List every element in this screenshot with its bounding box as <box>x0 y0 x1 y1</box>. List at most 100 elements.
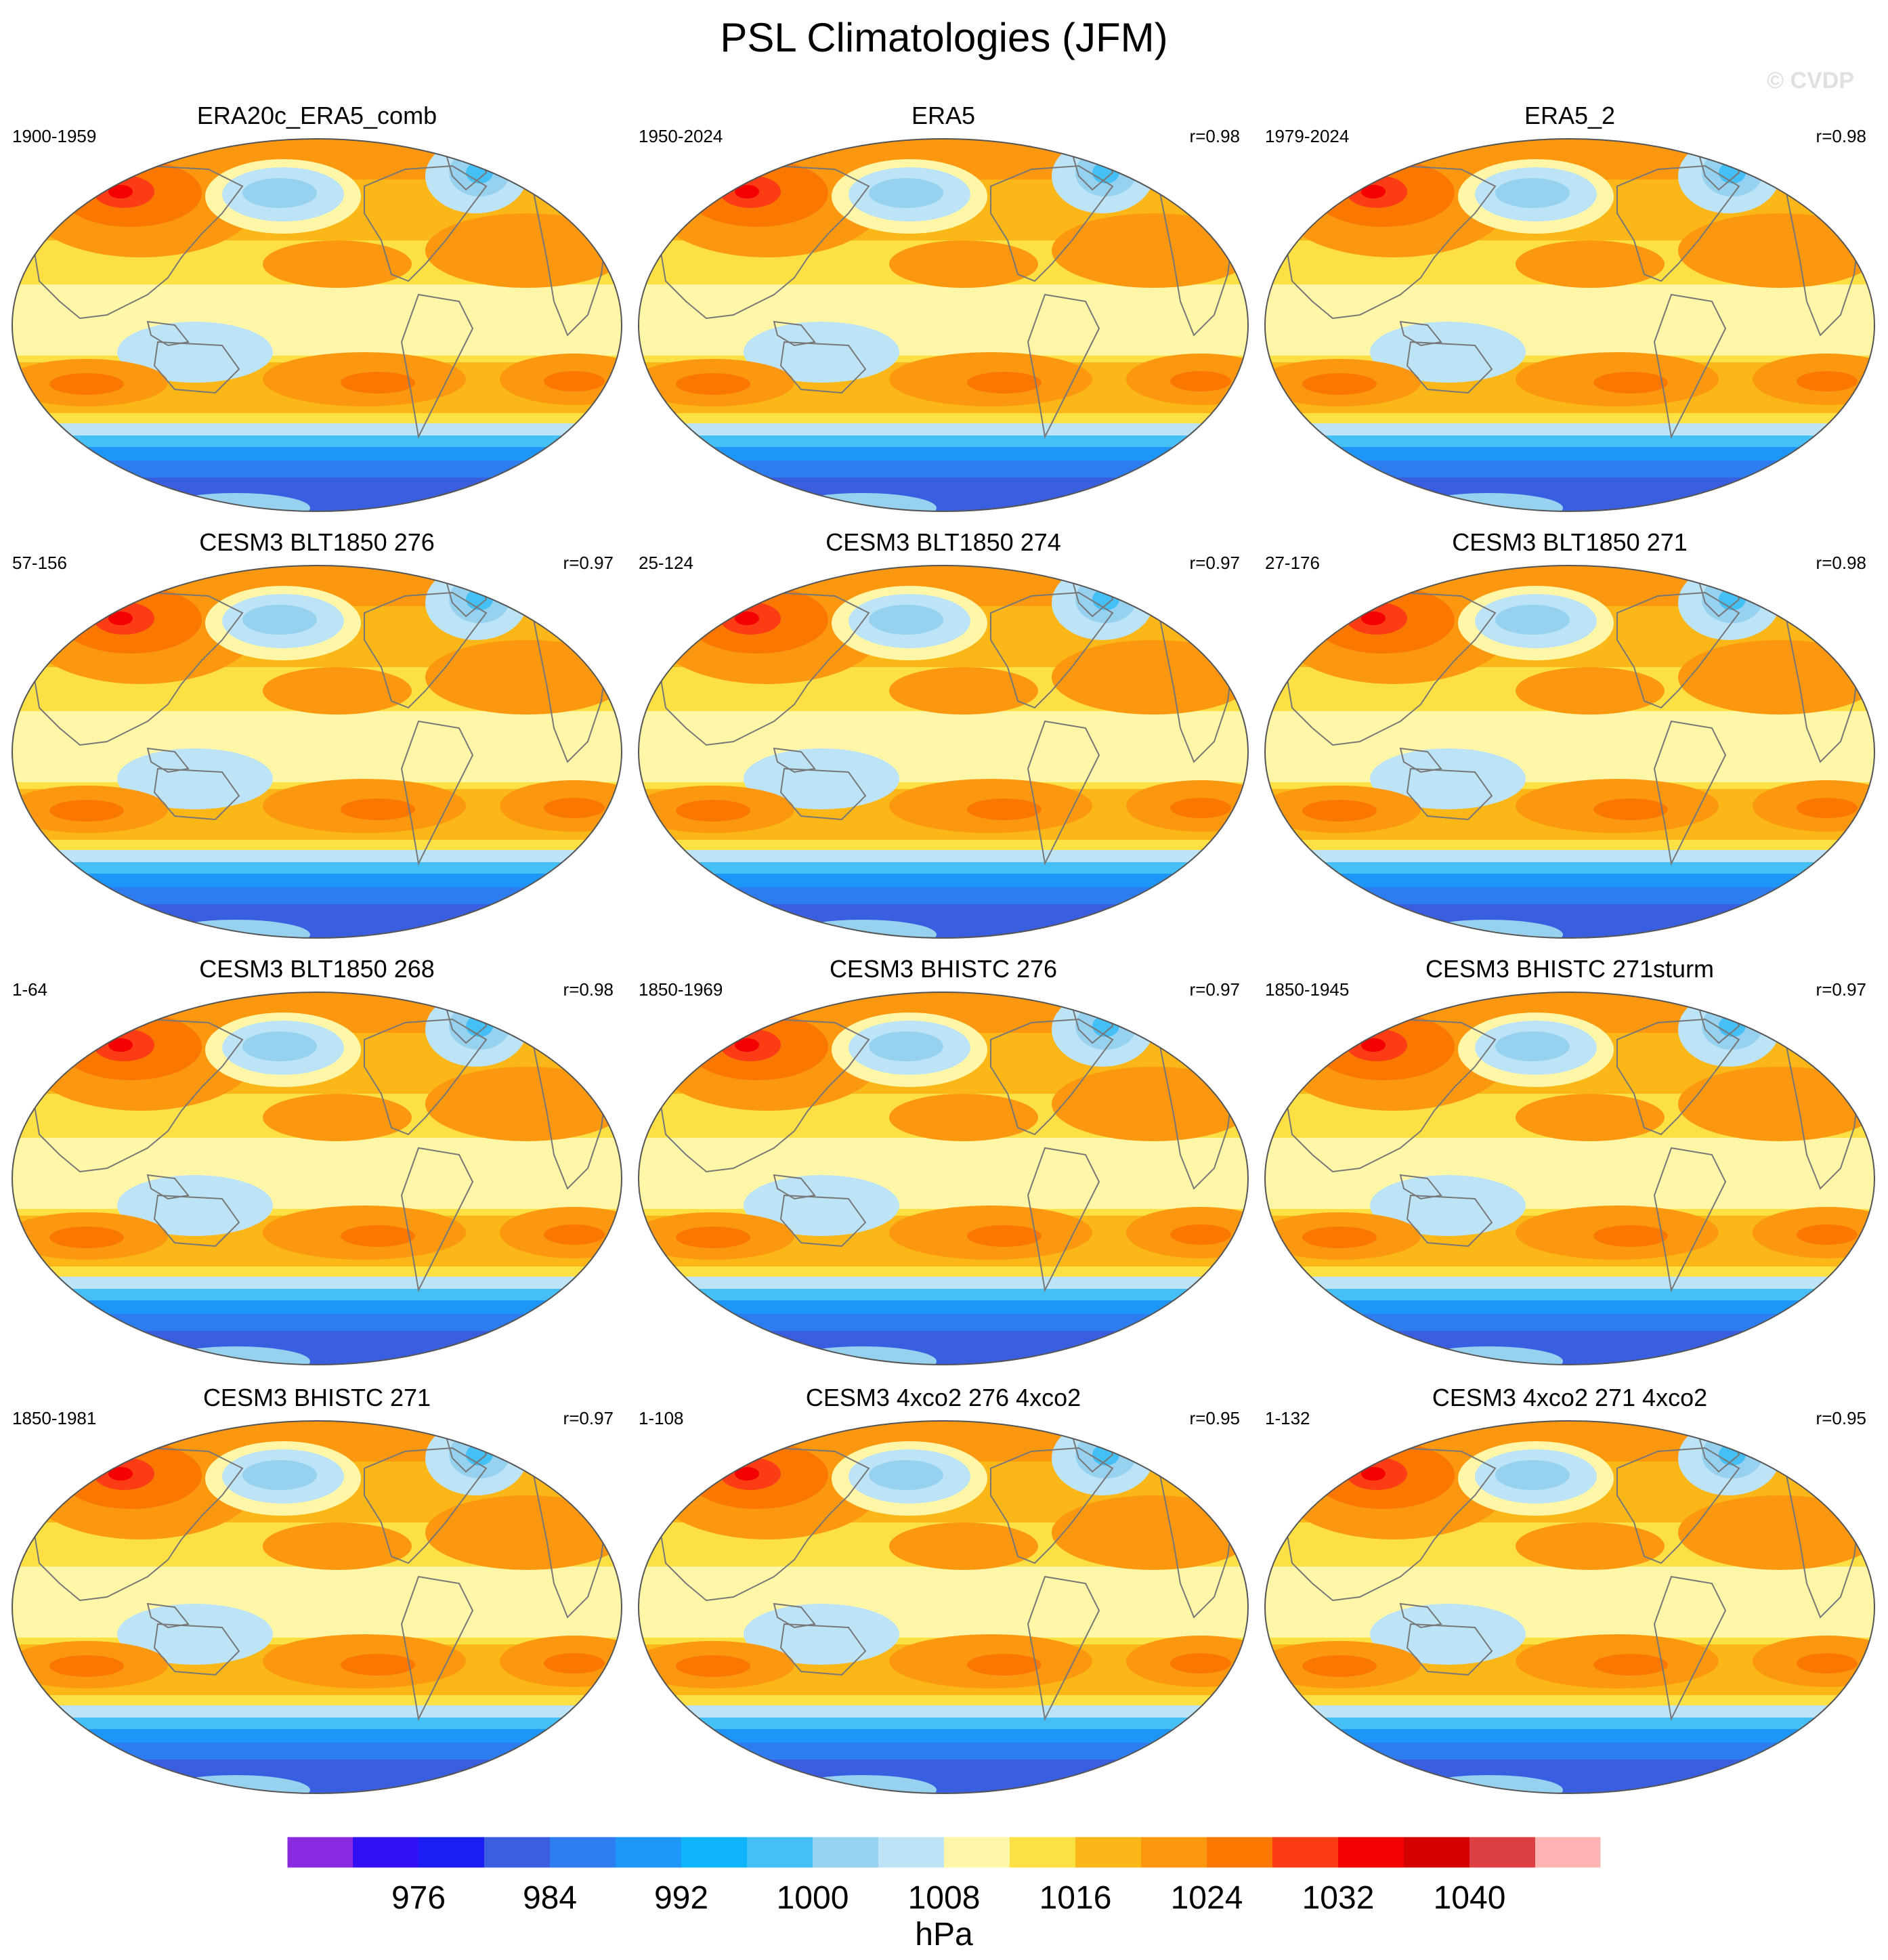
colorbar-swatch <box>1535 1837 1602 1868</box>
panel-title: CESM3 BHISTC 276 <box>830 955 1057 983</box>
panel-title: CESM3 BLT1850 276 <box>199 528 435 556</box>
map-panel: CESM3 BLT1850 276 57-156 r=0.97 <box>12 528 622 939</box>
colorbar-swatch <box>484 1837 551 1868</box>
panel-correlation: r=0.95 <box>1190 1408 1240 1428</box>
map-panel: CESM3 BHISTC 271sturm 1850-1945 r=0.97 <box>1264 955 1875 1365</box>
panel-correlation: r=0.97 <box>1190 979 1240 1000</box>
panels-grid: ERA20c_ERA5_comb 1900-1959 ERA5 1950-2024 r=… <box>12 102 1875 1794</box>
colorbar-swatch <box>1469 1837 1536 1868</box>
psl-contour-map <box>12 566 622 938</box>
colorbar-swatch <box>1141 1837 1207 1868</box>
psl-contour-map <box>1265 992 1874 1365</box>
psl-contour-map <box>12 1421 622 1793</box>
panel-correlation: r=0.98 <box>1190 126 1240 146</box>
map-border <box>12 138 622 512</box>
panel-title: CESM3 4xco2 271 4xco2 <box>1432 1384 1707 1411</box>
panel-correlation: r=0.97 <box>1190 553 1240 573</box>
panel-title: CESM3 BLT1850 268 <box>199 955 435 983</box>
panel-years: 27-176 <box>1265 553 1320 573</box>
panel-years: 1850-1969 <box>639 979 723 1000</box>
psl-contour-map <box>12 139 622 511</box>
map-border <box>12 1420 622 1794</box>
panel-years: 1-64 <box>12 979 47 1000</box>
panel-correlation: r=0.97 <box>563 1408 614 1428</box>
colorbar-tick-label: 976 <box>391 1880 446 1916</box>
panel-title: CESM3 BHISTC 271sturm <box>1425 955 1714 983</box>
panel-correlation: r=0.98 <box>1816 553 1866 573</box>
colorbar-swatch <box>1338 1837 1404 1868</box>
panel-years: 25-124 <box>639 553 693 573</box>
panel-years: 1850-1945 <box>1265 979 1349 1000</box>
colorbar-swatch <box>419 1837 485 1868</box>
colorbar-swatch <box>944 1837 1010 1868</box>
colorbar-swatch <box>681 1837 748 1868</box>
psl-contour-map <box>1265 1421 1874 1793</box>
map-panel: CESM3 BLT1850 271 27-176 r=0.98 <box>1264 528 1875 939</box>
map-panel: ERA5 1950-2024 r=0.98 <box>638 102 1249 512</box>
colorbar-tick-label: 1008 <box>908 1880 981 1916</box>
panel-years: 1900-1959 <box>12 126 96 146</box>
psl-contour-map <box>639 139 1248 511</box>
colorbar-swatch <box>1207 1837 1273 1868</box>
panel-years: 1-132 <box>1265 1408 1310 1428</box>
colorbar-unit-label: hPa <box>915 1917 973 1953</box>
colorbar-swatch <box>550 1837 616 1868</box>
colorbar-tick-label: 1040 <box>1434 1880 1506 1916</box>
colorbar-swatch <box>353 1837 419 1868</box>
colorbar-tick-label: 1016 <box>1039 1880 1112 1916</box>
map-border <box>638 138 1249 512</box>
psl-contour-map <box>1265 566 1874 938</box>
map-border <box>638 992 1249 1365</box>
panel-correlation: r=0.97 <box>563 553 614 573</box>
panel-years: 1979-2024 <box>1265 126 1349 146</box>
colorbar: 976 984 992 1000 1008 1016 1024 1032 1040 <box>286 1836 1602 1916</box>
map-border <box>12 565 622 939</box>
psl-contour-map <box>1265 139 1874 511</box>
map-border <box>1264 992 1875 1365</box>
colorbar-swatch <box>813 1837 879 1868</box>
colorbar-swatch <box>1010 1837 1076 1868</box>
panel-correlation: r=0.98 <box>563 979 614 1000</box>
map-panel: CESM3 BHISTC 276 1850-1969 r=0.97 <box>638 955 1249 1365</box>
colorbar-tick-label: 992 <box>654 1880 708 1916</box>
map-border <box>638 565 1249 939</box>
map-panel: ERA5_2 1979-2024 r=0.98 <box>1264 102 1875 512</box>
psl-contour-map <box>639 992 1248 1365</box>
panel-title: CESM3 BLT1850 271 <box>1452 528 1688 556</box>
panel-years: 1-108 <box>639 1408 684 1428</box>
colorbar-swatch <box>747 1837 813 1868</box>
panel-correlation: r=0.98 <box>1816 126 1866 146</box>
panel-title: CESM3 BHISTC 271 <box>203 1384 431 1411</box>
colorbar-tick-label: 1032 <box>1302 1880 1375 1916</box>
panel-title: ERA5_2 <box>1524 102 1615 129</box>
map-panel: CESM3 BLT1850 268 1-64 r=0.98 <box>12 955 622 1365</box>
map-border <box>1264 138 1875 512</box>
colorbar-tick-label: 1024 <box>1171 1880 1243 1916</box>
colorbar-swatch <box>1272 1837 1339 1868</box>
panel-title: CESM3 BLT1850 274 <box>825 528 1061 556</box>
map-panel: CESM3 BHISTC 271 1850-1981 r=0.97 <box>12 1384 622 1794</box>
map-panel: CESM3 BLT1850 274 25-124 r=0.97 <box>638 528 1249 939</box>
colorbar-tick-label: 984 <box>523 1880 577 1916</box>
psl-contour-map <box>639 1421 1248 1793</box>
panel-title: ERA20c_ERA5_comb <box>197 102 437 129</box>
colorbar-swatch <box>616 1837 682 1868</box>
map-border <box>1264 565 1875 939</box>
panel-correlation: r=0.97 <box>1816 979 1866 1000</box>
map-panel: ERA20c_ERA5_comb 1900-1959 <box>12 102 622 512</box>
map-panel: CESM3 4xco2 276 4xco2 1-108 r=0.95 <box>638 1384 1249 1794</box>
panel-correlation: r=0.95 <box>1816 1408 1866 1428</box>
map-border <box>638 1420 1249 1794</box>
panel-years: 57-156 <box>12 553 67 573</box>
map-border <box>12 992 622 1365</box>
panel-years: 1950-2024 <box>639 126 723 146</box>
psl-contour-map <box>639 566 1248 938</box>
colorbar-swatch <box>1404 1837 1470 1868</box>
panel-title: CESM3 4xco2 276 4xco2 <box>806 1384 1081 1411</box>
map-border <box>1264 1420 1875 1794</box>
figure-title: PSL Climatologies (JFM) <box>720 15 1167 60</box>
psl-contour-map <box>12 992 622 1365</box>
colorbar-swatch <box>878 1837 945 1868</box>
watermark: © CVDP <box>1767 68 1854 93</box>
